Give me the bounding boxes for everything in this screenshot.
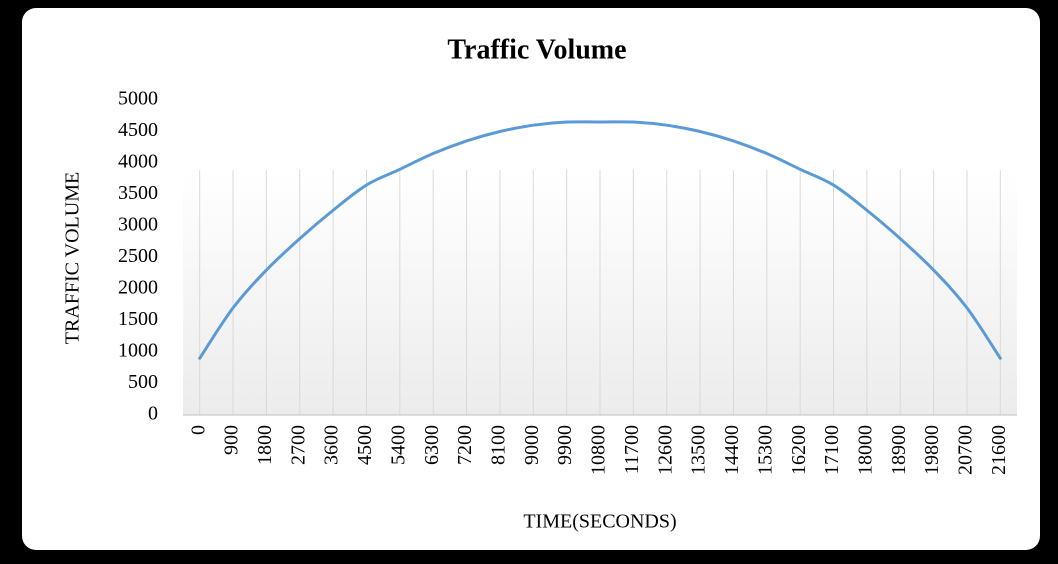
x-tick-label: 8100 xyxy=(488,425,510,465)
x-tick-label: 12600 xyxy=(654,425,676,475)
x-tick-label: 0 xyxy=(187,425,209,435)
x-tick-label: 9000 xyxy=(521,425,543,465)
x-tick-label: 1800 xyxy=(254,425,276,465)
x-tick-label: 5400 xyxy=(387,425,409,465)
x-tick-label: 18000 xyxy=(854,425,876,475)
x-tick-label: 15300 xyxy=(754,425,776,475)
x-tick-label: 3600 xyxy=(321,425,343,465)
x-tick-label: 17100 xyxy=(821,425,843,475)
y-tick-label: 1000 xyxy=(118,340,158,362)
y-tick-label: 5000 xyxy=(118,88,158,110)
y-tick-label: 2000 xyxy=(118,277,158,299)
x-tick-label: 2700 xyxy=(287,425,309,465)
x-tick-label: 10800 xyxy=(588,425,610,475)
y-tick-label: 1500 xyxy=(118,308,158,330)
x-axis-title: TIME(SECONDS) xyxy=(523,511,676,533)
y-tick-label: 500 xyxy=(128,371,158,393)
x-tick-label: 6300 xyxy=(421,425,443,465)
x-tick-label: 18900 xyxy=(888,425,910,475)
y-tick-label: 4000 xyxy=(118,151,158,173)
x-tick-label: 11700 xyxy=(621,425,643,474)
x-tick-label: 9900 xyxy=(554,425,576,465)
x-tick-label: 4500 xyxy=(354,425,376,465)
x-tick-label: 13500 xyxy=(688,425,710,475)
y-axis-title: TRAFFIC VOLUME xyxy=(62,172,84,344)
y-tick-label: 0 xyxy=(148,403,158,425)
y-tick-label: 4500 xyxy=(118,119,158,141)
y-tick-label: 3000 xyxy=(118,214,158,236)
x-tick-label: 900 xyxy=(221,425,243,455)
x-tick-label: 7200 xyxy=(454,425,476,465)
x-tick-label: 19800 xyxy=(921,425,943,475)
x-tick-label: 14400 xyxy=(721,425,743,475)
line-series xyxy=(198,120,1002,360)
x-tick-label: 21600 xyxy=(988,425,1010,475)
x-tick-label: 20700 xyxy=(955,425,977,475)
y-tick-label: 2500 xyxy=(118,245,158,267)
y-tick-label: 3500 xyxy=(118,182,158,204)
x-tick-label: 16200 xyxy=(788,425,810,475)
chart-title: Traffic Volume xyxy=(447,34,626,65)
